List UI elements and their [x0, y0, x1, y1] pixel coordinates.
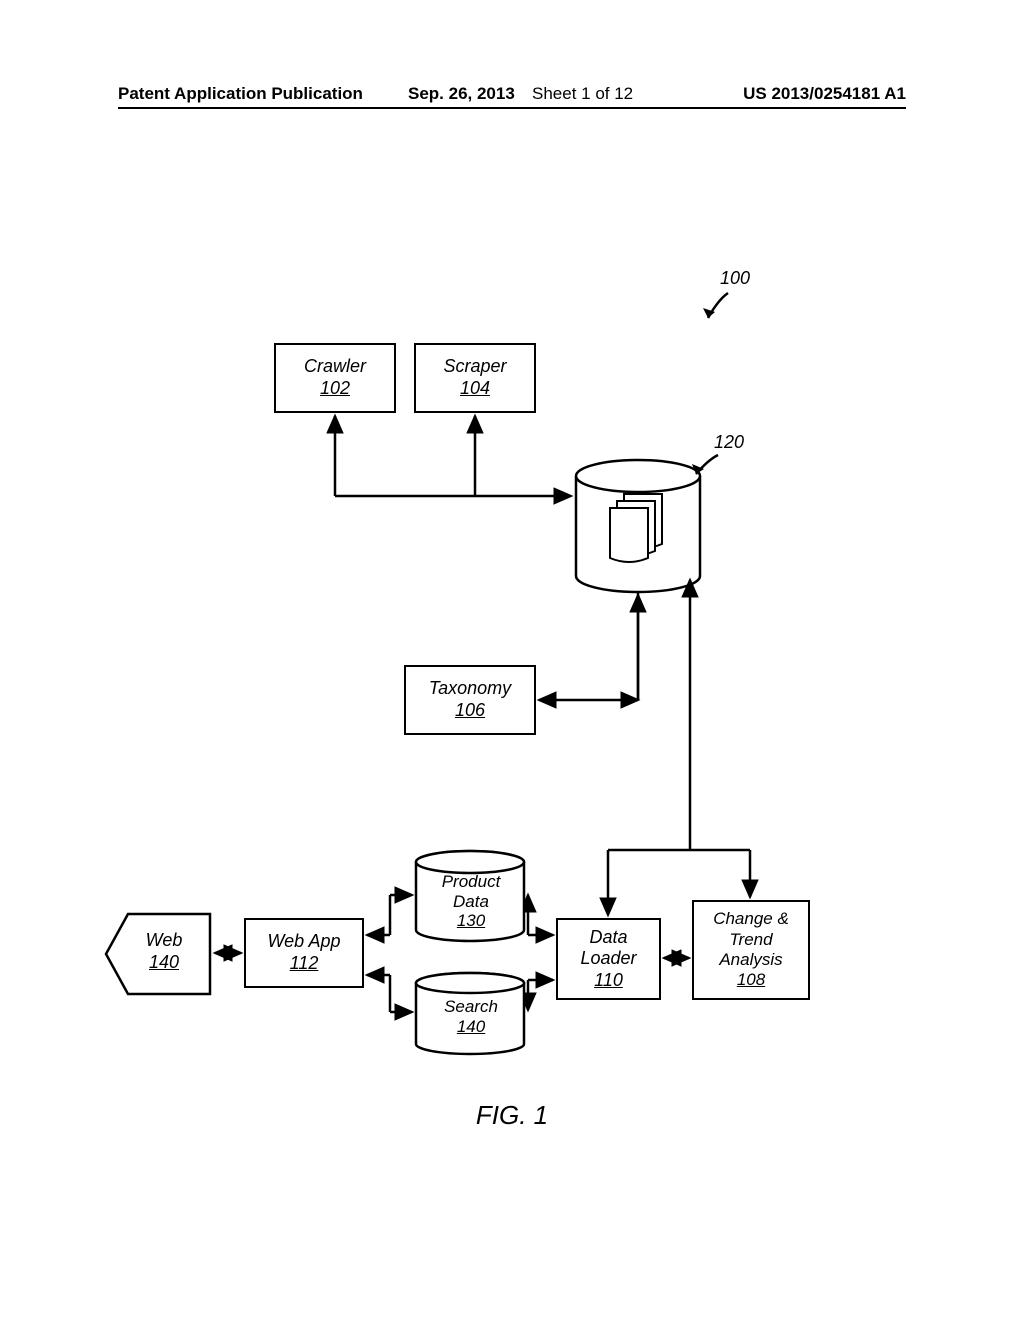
loader-label2: Loader: [580, 948, 636, 970]
analysis-label3: Analysis: [719, 950, 782, 970]
product-label1: Product: [414, 872, 528, 892]
analysis-ref: 108: [737, 970, 765, 990]
analysis-label1: Change &: [713, 909, 789, 929]
analysis-label2: Trend: [729, 930, 772, 950]
search-label: Search: [414, 997, 528, 1017]
page: Patent Application Publication Sep. 26, …: [0, 0, 1024, 1320]
web-label: Web: [116, 930, 212, 952]
figure-caption: FIG. 1: [0, 1100, 1024, 1131]
node-analysis: Change & Trend Analysis 108: [692, 900, 810, 1000]
product-label2: Data: [414, 892, 528, 912]
webapp-ref: 112: [290, 953, 319, 975]
product-data-text: Product Data 130: [414, 872, 528, 931]
search-ref: 140: [414, 1017, 528, 1037]
web-ref: 140: [116, 952, 212, 974]
loader-label1: Data: [589, 927, 627, 949]
node-taxonomy: Taxonomy 106: [404, 665, 536, 735]
search-text: Search 140: [414, 997, 528, 1036]
web-text: Web 140: [116, 930, 212, 973]
loader-ref: 110: [594, 970, 623, 992]
product-ref: 130: [414, 911, 528, 931]
taxonomy-label: Taxonomy: [429, 678, 511, 700]
webapp-label: Web App: [267, 931, 340, 953]
taxonomy-ref: 106: [455, 700, 485, 722]
node-webapp: Web App 112: [244, 918, 364, 988]
node-data-loader: Data Loader 110: [556, 918, 661, 1000]
